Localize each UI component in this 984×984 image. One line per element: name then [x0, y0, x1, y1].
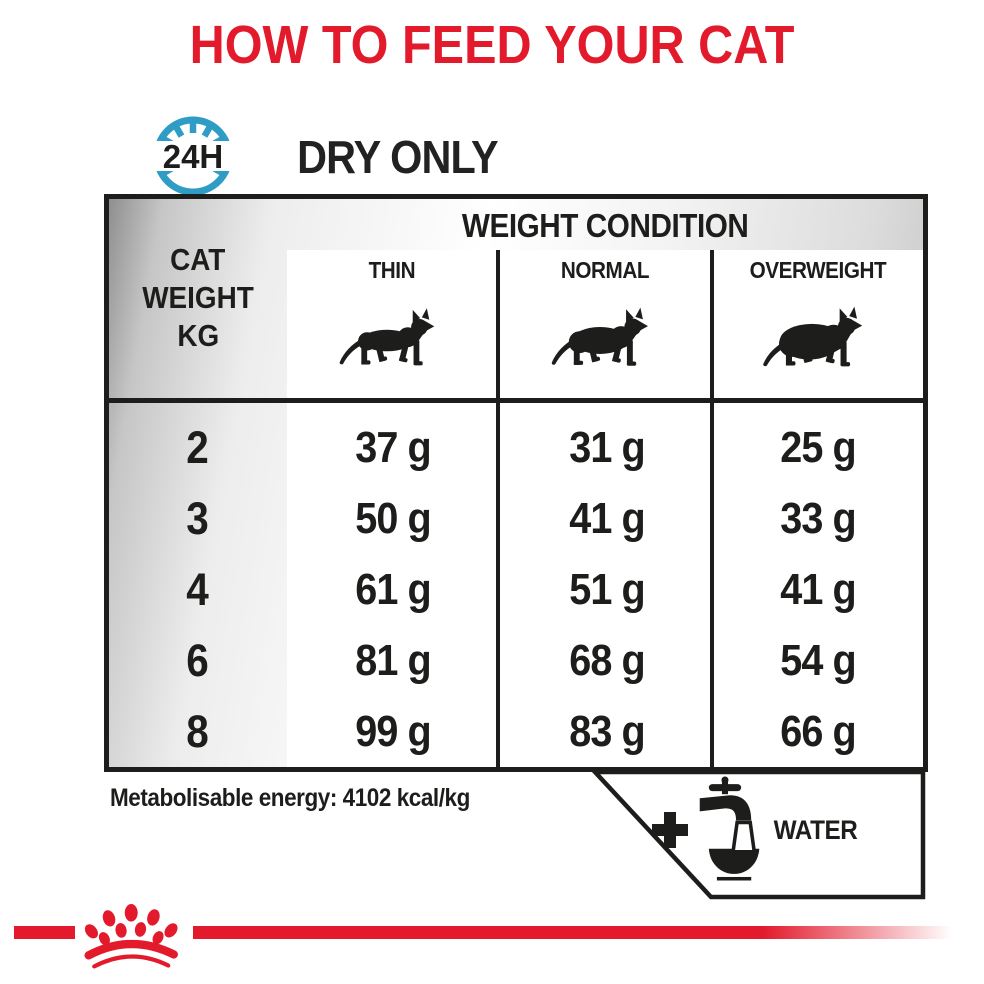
feeding-table: WEIGHT CONDITION CAT WEIGHT KG THIN NORM…: [104, 194, 928, 772]
table-header-weight-condition: WEIGHT CONDITION: [461, 207, 749, 244]
brand-bar-right: [193, 926, 984, 939]
column-header-normal: NORMAL: [560, 257, 650, 283]
24h-clock-icon: 24H: [149, 116, 237, 196]
clock-text-halo: [149, 141, 237, 171]
thin-cat-icon: [339, 308, 434, 366]
water-tap-icon: [699, 776, 760, 881]
normal-cat-icon: [551, 307, 648, 366]
clock-24h-label: 24H: [163, 138, 224, 175]
royal-canin-paw-logo: [84, 904, 178, 969]
water-callout-shape: [589, 769, 926, 900]
column-header-thin: THIN: [368, 257, 415, 283]
table-row: 8 99 g 83 g 66 g: [186, 705, 857, 757]
header-separator-line: [109, 398, 923, 403]
table-row: 3 50 g 41 g 33 g: [186, 493, 857, 545]
cat-condition-icons: [287, 285, 923, 401]
column-header-overweight: OVERWEIGHT: [750, 257, 887, 283]
metabolisable-energy-note: Metabolisable energy: 4102 kcal/kg: [110, 784, 470, 812]
feeding-amount-rows: 2 37 g 31 g 25 g 3 50 g 41 g 33 g 4 61 g…: [109, 403, 923, 767]
page-title: HOW TO FEED YOUR CAT: [189, 15, 795, 75]
water-label: WATER: [773, 815, 858, 845]
table-row: 2 37 g 31 g 25 g: [186, 422, 857, 474]
overweight-cat-icon: [763, 306, 863, 367]
row-header-cat-weight-kg: CAT WEIGHT KG: [142, 242, 254, 353]
feeding-mode-label: DRY ONLY: [297, 131, 499, 183]
plus-icon: [652, 812, 688, 848]
brand-bar-left: [14, 926, 75, 939]
condition-column-headers: THIN NORMAL OVERWEIGHT: [287, 257, 923, 284]
table-row: 4 61 g 51 g 41 g: [186, 563, 857, 615]
table-row: 6 81 g 68 g 54 g: [186, 634, 857, 686]
